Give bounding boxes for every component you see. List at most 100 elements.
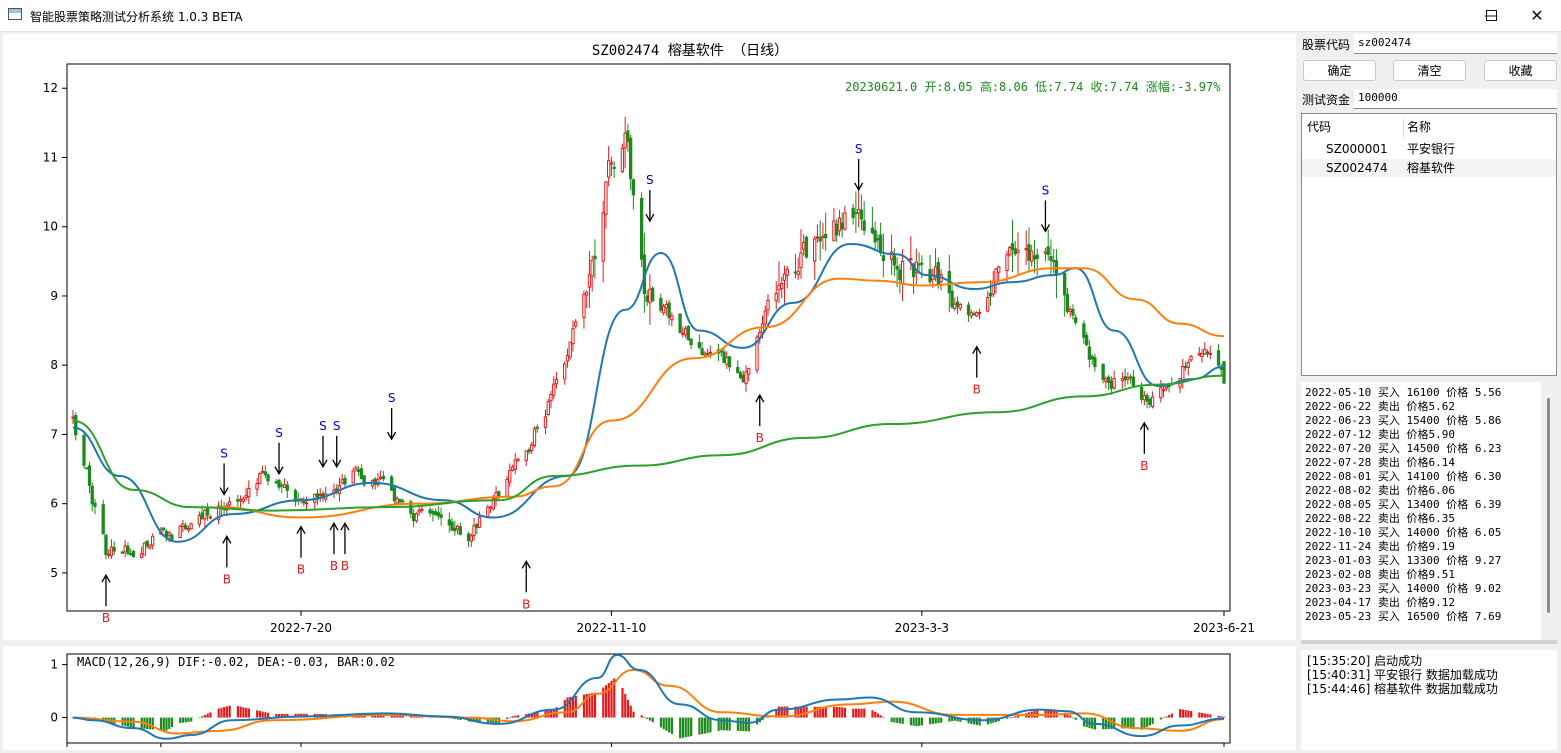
candle-body xyxy=(785,268,789,276)
capital-input[interactable]: 100000 xyxy=(1354,89,1557,109)
candle-body xyxy=(818,237,822,242)
candle-body xyxy=(189,523,193,530)
macd-bar xyxy=(929,717,932,725)
macd-bar xyxy=(228,705,231,718)
trade-log-hscrollbar[interactable] xyxy=(1301,640,1557,644)
candle-body xyxy=(727,356,732,368)
row-code: SZ000001 xyxy=(1326,142,1388,156)
table-row[interactable]: SZ002474 榕基软件 xyxy=(1302,159,1556,177)
minimize-button[interactable]: — xyxy=(1468,0,1514,31)
candle-body xyxy=(1046,246,1050,256)
candle-body xyxy=(131,550,136,558)
x-tick-label: 2022-7-20 xyxy=(270,621,332,635)
candle-body xyxy=(1074,317,1078,323)
macd-bar xyxy=(275,713,278,718)
candle-body xyxy=(436,512,441,517)
macd-bar xyxy=(511,716,514,718)
candle-body xyxy=(840,222,844,230)
buy-signal: B xyxy=(755,393,765,445)
macd-bar xyxy=(198,717,201,719)
macd-bar xyxy=(874,711,877,718)
list-item: 2022-11-24 卖出 价格9.19 xyxy=(1305,540,1455,553)
candle-body xyxy=(1159,387,1163,399)
confirm-button[interactable]: 确定 xyxy=(1303,60,1376,81)
candle-body xyxy=(1183,365,1188,368)
macd-bar xyxy=(764,717,767,719)
favorite-button[interactable]: 收藏 xyxy=(1484,60,1557,81)
candle-body xyxy=(738,372,743,379)
candle-body xyxy=(90,485,94,505)
candle-body xyxy=(1131,376,1135,387)
macd-bar xyxy=(613,678,616,718)
close-button[interactable]: ✕ xyxy=(1514,0,1560,31)
macd-bar xyxy=(1082,717,1086,727)
candle-body xyxy=(1216,350,1221,366)
macd-bar xyxy=(934,717,937,724)
macd-bar xyxy=(643,717,646,718)
candle-body xyxy=(285,484,289,491)
candle-body xyxy=(856,208,861,214)
macd-bar xyxy=(206,713,209,718)
candle-body xyxy=(664,304,669,309)
macd-bar xyxy=(376,714,380,718)
x-tick-label: 2022-11-10 xyxy=(577,621,647,635)
macd-bar xyxy=(956,717,959,722)
candle-body xyxy=(1013,248,1017,255)
dif-line xyxy=(72,654,1225,740)
macd-bar xyxy=(720,717,723,731)
candle-body xyxy=(683,328,688,336)
candle-body xyxy=(953,303,957,309)
candle-body xyxy=(1068,308,1072,312)
candle-body xyxy=(601,212,605,262)
candle-body xyxy=(851,207,855,219)
maximize-button[interactable] xyxy=(1468,0,1514,31)
macd-bar xyxy=(975,717,978,725)
list-item: 2023-01-03 买入 13300 价格 9.27 xyxy=(1305,554,1502,567)
candle-body xyxy=(318,493,322,496)
list-item: 2022-08-22 卖出 价格6.35 xyxy=(1305,512,1455,525)
candle-body xyxy=(398,498,402,503)
stock-code-input[interactable]: sz002474 xyxy=(1354,34,1557,54)
candle-body xyxy=(82,434,86,466)
sell-label: S xyxy=(333,419,341,433)
macd-bar xyxy=(1220,716,1223,718)
macd-bar xyxy=(937,717,940,724)
y-tick-label: 5 xyxy=(50,566,58,580)
candle-body xyxy=(774,292,778,302)
macd-bar xyxy=(959,717,962,722)
candle-body xyxy=(439,514,443,518)
col-header-name: 名称 xyxy=(1407,120,1432,134)
candle-body xyxy=(357,469,361,473)
candle-body xyxy=(178,525,182,539)
macd-bar xyxy=(190,717,193,722)
trade-log-scrollbar[interactable] xyxy=(1547,398,1550,613)
candle-body xyxy=(216,505,221,521)
table-row[interactable]: SZ000001 平安银行 xyxy=(1302,140,1556,158)
list-item: 2023-03-23 买入 14000 价格 9.02 xyxy=(1305,582,1502,595)
candle-body xyxy=(950,290,954,308)
macd-bar xyxy=(879,715,882,718)
candle-body xyxy=(876,238,880,241)
candle-body xyxy=(766,299,770,311)
candle-body xyxy=(162,527,166,531)
macd-bar xyxy=(261,711,264,718)
candle-body xyxy=(782,273,787,281)
candle-body xyxy=(631,179,636,196)
candle-body xyxy=(725,356,729,365)
candle-body xyxy=(151,535,155,546)
clear-button[interactable]: 清空 xyxy=(1393,60,1466,81)
candle-body xyxy=(859,209,864,220)
macd-bar xyxy=(201,716,204,718)
macd-bar xyxy=(821,706,825,718)
minimize-button-2[interactable] xyxy=(1422,0,1468,31)
macd-bar xyxy=(533,712,536,718)
app-icon xyxy=(8,8,22,20)
macd-bar xyxy=(242,707,245,718)
macd-bar xyxy=(1126,717,1130,729)
candle-body xyxy=(612,166,616,169)
macd-bar xyxy=(1206,713,1209,718)
sell-label: S xyxy=(646,173,654,187)
candle-body xyxy=(101,504,105,535)
list-item: 2022-07-20 买入 14500 价格 6.23 xyxy=(1305,442,1502,455)
